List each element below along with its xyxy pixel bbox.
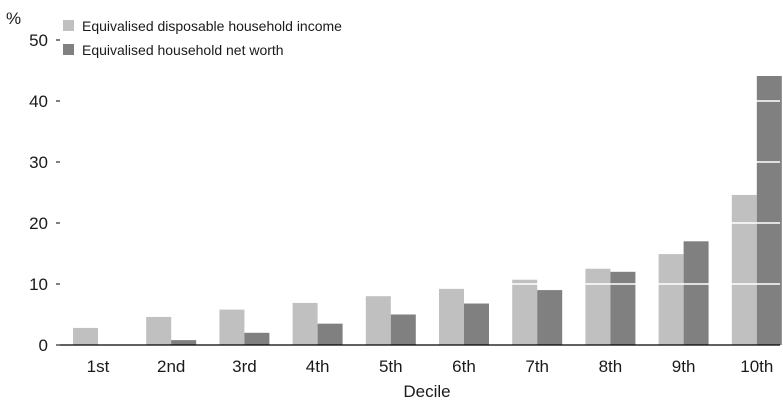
bar-net-worth-7th bbox=[537, 290, 563, 345]
bars-group bbox=[73, 75, 782, 346]
gridlines-group bbox=[60, 39, 780, 285]
bar-net-worth-8th bbox=[610, 271, 636, 345]
bar-net-worth-2nd bbox=[171, 340, 197, 345]
bar-income-4th bbox=[292, 302, 318, 345]
x-tick-label-10th: 10th bbox=[740, 357, 773, 376]
bar-income-8th bbox=[585, 268, 611, 345]
bar-income-5th bbox=[365, 296, 391, 345]
bar-income-3rd bbox=[219, 309, 245, 345]
x-tick-label-1st: 1st bbox=[87, 357, 110, 376]
x-ticks-group: 1st 2nd 3rd 4th 5th 6th 7th 8th 9th 10th bbox=[87, 357, 774, 376]
bar-net-worth-9th bbox=[683, 241, 709, 345]
x-tick-label-4th: 4th bbox=[306, 357, 330, 376]
x-tick-label-3rd: 3rd bbox=[232, 357, 257, 376]
x-tick-label-6th: 6th bbox=[452, 357, 476, 376]
x-tick-label-7th: 7th bbox=[525, 357, 549, 376]
bar-net-worth-10th bbox=[756, 75, 782, 346]
bar-income-10th bbox=[731, 194, 757, 345]
legend: Equivalised disposable household income … bbox=[63, 18, 342, 58]
legend-label-net-worth: Equivalised household net worth bbox=[82, 42, 284, 58]
y-tick-label-40: 40 bbox=[29, 92, 48, 111]
y-axis-label: % bbox=[6, 9, 21, 28]
x-tick-label-8th: 8th bbox=[599, 357, 623, 376]
y-tick-label-10: 10 bbox=[29, 275, 48, 294]
y-tick-label-30: 30 bbox=[29, 153, 48, 172]
bar-net-worth-4th bbox=[317, 323, 343, 345]
y-ticks-group: 0 10 20 30 40 50 bbox=[29, 31, 60, 355]
x-tick-label-5th: 5th bbox=[379, 357, 403, 376]
legend-label-income: Equivalised disposable household income bbox=[82, 18, 342, 34]
y-tick-label-20: 20 bbox=[29, 214, 48, 233]
bar-income-6th bbox=[439, 288, 464, 345]
legend-swatch-income bbox=[63, 20, 74, 31]
bar-net-worth-3rd bbox=[244, 332, 270, 345]
x-axis-label: Decile bbox=[403, 382, 450, 401]
bar-income-2nd bbox=[146, 316, 172, 345]
x-tick-label-9th: 9th bbox=[672, 357, 696, 376]
y-tick-label-0: 0 bbox=[39, 336, 48, 355]
y-tick-label-50: 50 bbox=[29, 31, 48, 50]
bar-net-worth-6th bbox=[464, 303, 489, 345]
legend-swatch-net-worth bbox=[63, 44, 74, 55]
bar-income-9th bbox=[658, 254, 684, 345]
bar-income-7th bbox=[512, 279, 538, 345]
bar-income-1st bbox=[73, 327, 98, 345]
bar-net-worth-5th bbox=[390, 314, 416, 345]
x-tick-label-2nd: 2nd bbox=[157, 357, 185, 376]
